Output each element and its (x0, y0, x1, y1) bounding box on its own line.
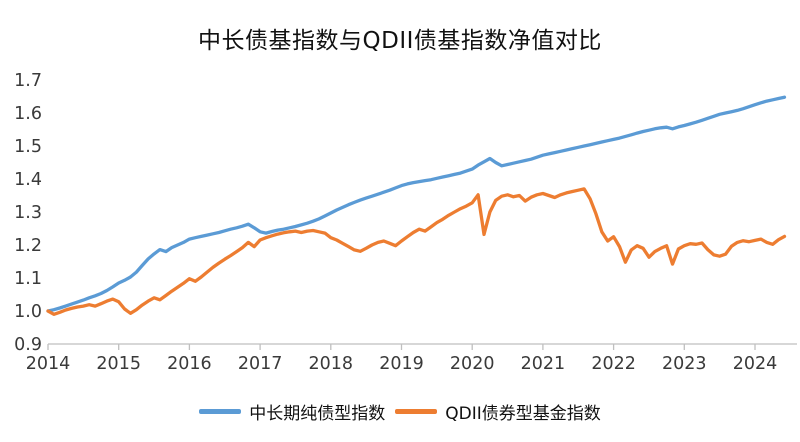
legend-item-pure-bond-index: 中长期纯债型指数 (199, 399, 385, 424)
y-tick-label: 1.7 (14, 71, 42, 91)
x-tick-label: 2017 (238, 354, 283, 374)
legend-label: 中长期纯债型指数 (249, 404, 386, 424)
y-tick-label: 1.3 (14, 203, 42, 223)
x-tick-label: 2020 (450, 354, 495, 374)
y-tick-label: 1.5 (14, 137, 42, 157)
x-tick-label: 2021 (521, 354, 566, 374)
series-line-0 (46, 95, 787, 313)
x-tick-label: 2015 (96, 354, 141, 374)
y-tick-label: 0.9 (14, 335, 42, 355)
x-tick-label: 2024 (733, 354, 778, 374)
x-tick-label: 2016 (167, 354, 212, 374)
series-line-1 (46, 187, 787, 316)
legend-line-swatch-blue (199, 409, 242, 414)
legend-line-swatch-orange (395, 409, 438, 414)
legend-item-qdii-bond-index: QDII债券型基金指数 (395, 399, 601, 424)
y-tick-label: 1.6 (14, 104, 42, 124)
x-tick-label: 2019 (379, 354, 424, 374)
y-tick-label: 1.0 (14, 302, 42, 322)
x-tick-label: 2018 (309, 354, 354, 374)
x-tick-label: 2023 (662, 354, 707, 374)
x-tick-label: 2022 (591, 354, 636, 374)
legend-label: QDII债券型基金指数 (445, 404, 601, 424)
x-tick-label: 2014 (26, 354, 71, 374)
legend: 中长期纯债型指数 QDII债券型基金指数 (0, 399, 800, 424)
chart-title: 中长债基指数与QDII债基指数净值对比 (198, 28, 602, 54)
y-tick-label: 1.1 (14, 269, 42, 289)
y-tick-label: 1.4 (14, 170, 42, 190)
y-tick-label: 1.2 (14, 236, 42, 256)
